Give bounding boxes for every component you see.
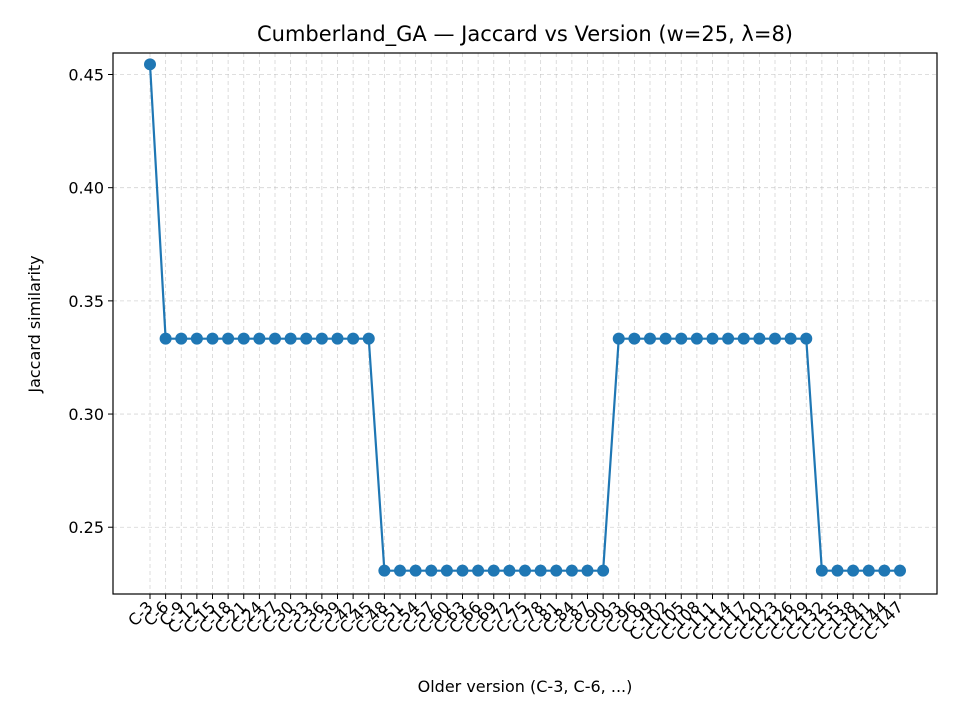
data-point	[581, 564, 594, 577]
data-point	[847, 564, 860, 577]
data-point	[347, 332, 360, 345]
data-point	[831, 564, 844, 577]
data-point	[862, 564, 875, 577]
data-point	[425, 564, 438, 577]
data-point	[315, 332, 328, 345]
data-point	[894, 564, 906, 577]
data-point	[675, 332, 688, 345]
data-point	[753, 332, 766, 345]
data-point	[300, 332, 313, 345]
y-tick-label: 0.40	[68, 179, 104, 198]
data-point	[175, 332, 188, 345]
y-tick-label: 0.25	[68, 518, 104, 537]
data-point	[394, 564, 406, 577]
data-point	[737, 332, 750, 345]
data-point	[144, 58, 156, 71]
data-point	[472, 564, 485, 577]
data-point	[503, 564, 516, 577]
series-layer	[144, 58, 906, 577]
data-point	[628, 332, 641, 345]
data-point	[612, 332, 625, 345]
data-point	[159, 332, 172, 345]
data-point	[690, 332, 703, 345]
data-point	[409, 564, 422, 577]
data-point	[269, 332, 281, 345]
data-point	[331, 332, 344, 345]
y-axis-label: Jaccard similarity	[25, 255, 44, 393]
x-axis-label: Older version (C-3, C-6, ...)	[418, 677, 633, 696]
data-point	[519, 564, 531, 577]
data-point	[534, 564, 547, 577]
y-tick-label: 0.35	[68, 292, 104, 311]
data-point	[784, 332, 797, 345]
y-tick-label: 0.30	[68, 405, 104, 424]
data-point	[440, 564, 453, 577]
data-point	[815, 564, 828, 577]
data-point	[878, 564, 891, 577]
data-point	[190, 332, 203, 345]
data-point	[222, 332, 235, 345]
chart-title: Cumberland_GA — Jaccard vs Version (w=25…	[257, 22, 793, 47]
data-point	[800, 332, 813, 345]
data-point	[644, 332, 656, 345]
data-point	[565, 564, 578, 577]
data-point	[237, 332, 250, 345]
y-tick-label: 0.45	[68, 66, 104, 85]
data-point	[550, 564, 563, 577]
data-point	[362, 332, 375, 345]
data-point	[597, 564, 610, 577]
data-point	[722, 332, 735, 345]
data-point	[769, 332, 781, 345]
data-point	[378, 564, 391, 577]
data-point	[487, 564, 500, 577]
data-point	[284, 332, 297, 345]
y-axis: 0.25 0.30 0.35 0.40 0.45	[68, 66, 113, 537]
data-point	[456, 564, 469, 577]
data-point	[706, 332, 719, 345]
grid	[113, 53, 937, 594]
data-point	[659, 332, 672, 345]
data-point	[206, 332, 219, 345]
data-point	[253, 332, 266, 345]
